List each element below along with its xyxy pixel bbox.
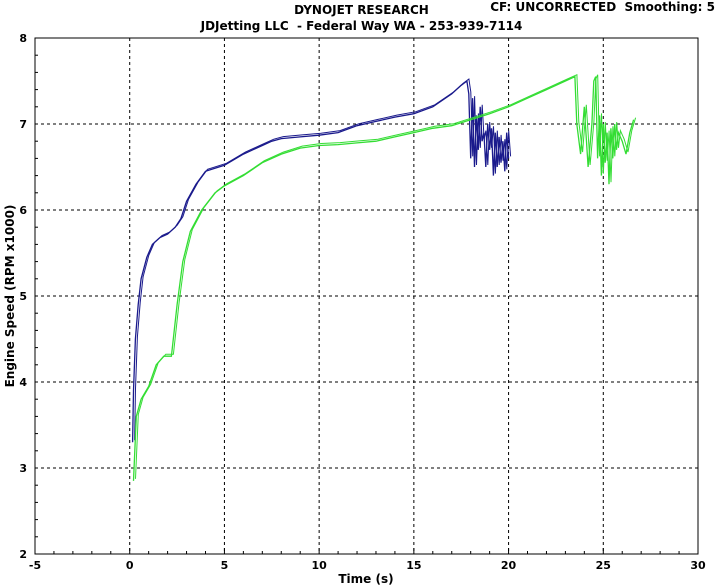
- series-line-2: [132, 75, 635, 481]
- x-tick-label: 30: [690, 559, 706, 572]
- y-tick-label: 7: [19, 118, 27, 131]
- y-tick-label: 5: [19, 290, 27, 303]
- y-tick-label: 2: [19, 548, 27, 561]
- x-axis-ticks: -5 0 5 10 15 20 25 30: [29, 548, 706, 572]
- y-axis-ticks: 2 3 4 5 6 7 8: [19, 32, 38, 561]
- x-axis-label: Time (s): [338, 572, 393, 586]
- x-tick-label: -5: [29, 559, 41, 572]
- y-tick-label: 8: [19, 32, 27, 45]
- y-tick-label: 6: [19, 204, 27, 217]
- y-tick-label: 4: [19, 376, 27, 389]
- series-line-2-trace: [135, 73, 637, 479]
- x-tick-label: 15: [406, 559, 421, 572]
- chart-title: DYNOJET RESEARCH: [294, 3, 429, 17]
- series-line-1-trace: [134, 78, 512, 441]
- x-tick-label: 10: [311, 559, 327, 572]
- y-axis-label: Engine Speed (RPM x1000): [3, 205, 17, 388]
- series-line-1: [131, 79, 510, 443]
- x-tick-label: 25: [596, 559, 611, 572]
- x-tick-label: 20: [501, 559, 517, 572]
- series-group: [131, 73, 637, 481]
- x-tick-label: 5: [221, 559, 229, 572]
- correction-info: CF: UNCORRECTED Smoothing: 5: [490, 0, 715, 14]
- chart-subtitle: JDJetting LLC - Federal Way WA - 253-939…: [200, 19, 523, 33]
- y-tick-label: 3: [19, 462, 27, 475]
- x-tick-label: 0: [126, 559, 134, 572]
